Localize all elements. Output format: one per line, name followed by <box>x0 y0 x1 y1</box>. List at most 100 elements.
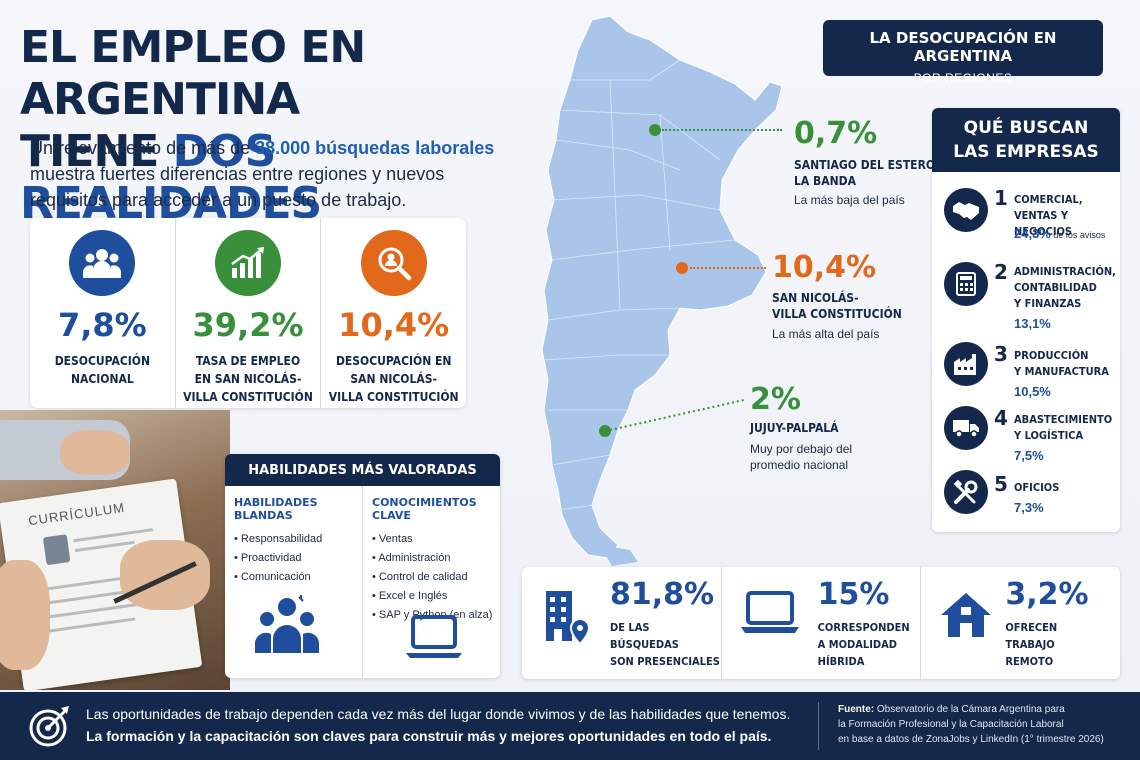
list-item: Comunicación <box>234 568 362 587</box>
stat-label-line-1: DESOCUPACIÓN EN <box>335 354 452 368</box>
map-marker-san-nicolas <box>676 262 688 274</box>
intro-text: Un relevamiento de más de 38.000 búsqued… <box>30 135 500 213</box>
sector-name-line-1: PRODUCCIÓN <box>1014 349 1089 362</box>
region-header-title: LA DESOCUPACIÓN EN ARGENTINA <box>869 29 1057 65</box>
sector-name-line-3: Y FINANZAS <box>1014 297 1082 310</box>
source-line-2: la Formación Profesional y la Capacitaci… <box>838 719 1064 730</box>
sector-percentage: 13,1% <box>1014 316 1051 331</box>
intro-text-b: muestra fuertes diferencias entre region… <box>30 164 445 210</box>
sector-percentage: 7,3% <box>1014 500 1044 515</box>
callout-name: JUJUY-PALPALÁ <box>750 421 839 435</box>
map-shape <box>541 15 783 559</box>
sector-percentage-note: de los avisos <box>1050 230 1106 240</box>
callout-value: 2% <box>750 382 801 417</box>
modality-label: CORRESPONDEN A MODALIDAD HÍBRIDA <box>818 619 910 670</box>
key-knowledge-list: Ventas Administración Control de calidad… <box>372 530 500 625</box>
modality-label: DE LAS BÚSQUEDAS SON PRESENCIALES <box>610 619 721 670</box>
footer-message-2: La formación y la capacitación son clave… <box>86 728 772 744</box>
sector-name-line-2: VENTAS Y NEGOCIOS <box>1014 209 1073 238</box>
list-item: Excel e Inglés <box>372 587 500 606</box>
callout-name-line-2: VILLA CONSTITUCIÓN <box>772 307 902 321</box>
stat-label-line-2: NACIONAL <box>70 372 134 386</box>
list-item: Responsabilidad <box>234 530 362 549</box>
stat-employment-rate: 39,2% TASA DE EMPLEO EN SAN NICOLÁS- VILLA… <box>174 218 321 408</box>
modality-label-line-1: CORRESPONDEN <box>817 621 910 634</box>
modality-label-line-3: REMOTO <box>1005 655 1054 668</box>
callout-line <box>690 267 766 269</box>
soft-skills-list: Responsabilidad Proactividad Comunicació… <box>234 530 362 587</box>
calculator-icon <box>944 262 988 306</box>
title-line-1: EL EMPLEO EN ARGENTINA <box>20 22 366 125</box>
intro-text-a: Un relevamiento de más de <box>30 138 256 158</box>
footer-divider <box>818 702 819 750</box>
work-modality-card: 81,8% DE LAS BÚSQUEDAS SON PRESENCIALES 1… <box>522 567 1120 679</box>
province-borders <box>543 59 736 511</box>
resume-title: CURRÍCULUM <box>27 499 126 529</box>
sector-name: COMERCIAL, VENTAS Y NEGOCIOS <box>1014 192 1120 240</box>
list-item: Administración <box>372 549 500 568</box>
stat-on-site: 81,8% DE LAS BÚSQUEDAS SON PRESENCIALES <box>522 567 721 679</box>
sector-name: ADMINISTRACIÓN, CONTABILIDAD Y FINANZAS <box>1014 264 1120 312</box>
stat-san-nicolas-unemployment: 10,4% DESOCUPACIÓN EN SAN NICOLÁS- VILLA C… <box>320 218 466 408</box>
sector-name: OFICIOS <box>1014 481 1060 494</box>
rank-number: 2 <box>994 260 1008 284</box>
stat-label: DESOCUPACIÓN NACIONAL <box>55 352 150 388</box>
office-building-icon <box>540 589 592 650</box>
skills-title: HABILIDADES MÁS VALORADAS <box>225 454 500 486</box>
interview-photo: CURRÍCULUM <box>0 410 230 690</box>
callout-line <box>662 129 782 131</box>
rank-number: 5 <box>994 472 1008 496</box>
sector-percentage: 7,5% <box>1014 448 1044 463</box>
intro-highlight: 38.000 búsquedas laborales <box>255 138 495 158</box>
list-item: Ventas <box>372 530 500 549</box>
stat-value: 7,8% <box>57 306 147 344</box>
callout-name-line-1: SANTIAGO DEL ESTERO- <box>794 158 940 172</box>
callout-note: Muy por debajo del promedio nacional <box>750 441 852 473</box>
list-item: 5 OFICIOS 7,3% <box>932 470 1120 530</box>
stat-remote: 3,2% OFRECEN TRABAJO REMOTO <box>920 567 1120 679</box>
modality-label-line-2: SON PRESENCIALES <box>610 655 720 668</box>
tools-icon <box>944 470 988 514</box>
sector-name-line-1: ADMINISTRACIÓN, <box>1014 265 1116 278</box>
sector-percentage: 10,5% <box>1014 384 1051 399</box>
title-line-2-prefix: TIENE <box>20 126 173 177</box>
soft-skills-column: HABILIDADES BLANDAS Responsabilidad Proa… <box>225 486 362 678</box>
sector-name-line-2: CONTABILIDAD <box>1014 281 1097 294</box>
factory-icon <box>944 342 988 386</box>
stat-hybrid: 15% CORRESPONDEN A MODALIDAD HÍBRIDA <box>720 567 921 679</box>
target-icon <box>28 704 72 753</box>
region-header: LA DESOCUPACIÓN EN ARGENTINA POR REGIONE… <box>823 20 1103 85</box>
modality-label: OFRECEN TRABAJO REMOTO <box>1005 619 1057 670</box>
sector-name-line-2: Y LOGÍSTICA <box>1014 429 1084 442</box>
callout-note-line-2: promedio nacional <box>750 458 849 472</box>
callout-name-line-1: SAN NICOLÁS- <box>772 291 859 305</box>
sector-percentage-value: 24,3% <box>1014 226 1051 241</box>
stat-label-line-3: VILLA CONSTITUCIÓN <box>328 390 459 404</box>
growth-chart-icon <box>215 230 281 296</box>
companies-title-line-2: LAS EMPRESAS <box>953 142 1099 162</box>
key-knowledge-title: CONOCIMIENTOS CLAVE <box>372 496 477 522</box>
list-item: 3 PRODUCCIÓN Y MANUFACTURA 10,5% <box>932 342 1120 406</box>
callout-name-line-2: LA BANDA <box>794 174 856 188</box>
people-group-icon <box>69 230 136 296</box>
modality-value: 3,2% <box>1005 577 1089 612</box>
stat-label: TASA DE EMPLEO EN SAN NICOLÁS- VILLA CONST… <box>183 352 313 406</box>
stat-label-line-2: SAN NICOLÁS- <box>350 372 437 386</box>
companies-card: QUÉ BUSCAN LAS EMPRESAS 1 COMERCIAL, VENTA… <box>932 108 1120 532</box>
resume-line <box>74 540 135 553</box>
laptop-icon <box>405 615 463 664</box>
sector-name: PRODUCCIÓN Y MANUFACTURA <box>1014 348 1120 380</box>
team-icon <box>255 595 319 660</box>
rank-number: 4 <box>994 406 1008 430</box>
truck-icon <box>944 406 988 450</box>
companies-title: QUÉ BUSCAN LAS EMPRESAS <box>932 108 1120 172</box>
modality-label-line-1: OFRECEN <box>1005 621 1058 634</box>
resume-avatar <box>42 534 71 566</box>
handshake-icon <box>944 188 988 232</box>
key-knowledge-column: CONOCIMIENTOS CLAVE Ventas Administració… <box>362 486 500 678</box>
modality-value: 15% <box>817 577 890 612</box>
callout-value: 0,7% <box>794 116 878 151</box>
callout-note-line-1: Muy por debajo del <box>750 442 853 456</box>
resume-line <box>45 617 136 633</box>
stat-label-line-2: EN SAN NICOLÁS- <box>194 372 302 386</box>
